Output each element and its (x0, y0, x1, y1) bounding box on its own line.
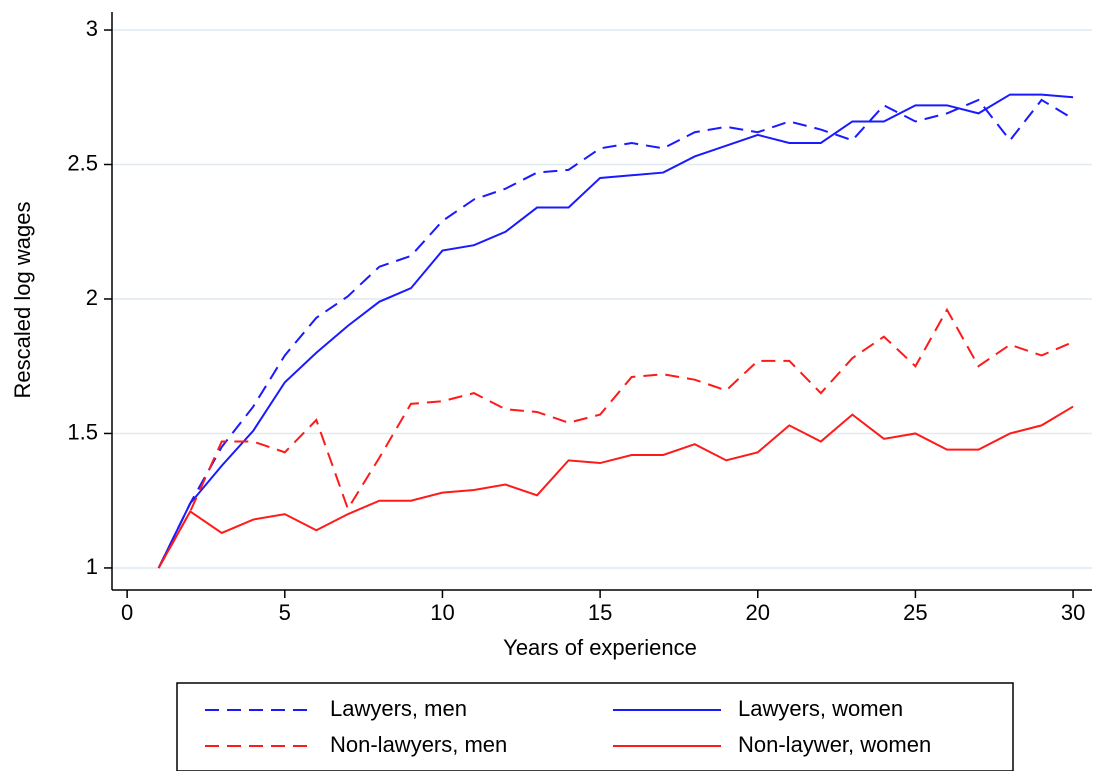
x-tick-label: 5 (279, 600, 291, 625)
x-axis-label: Years of experience (503, 635, 697, 660)
y-tick-label: 3 (86, 16, 98, 41)
y-tick-label: 1 (86, 554, 98, 579)
x-tick-label: 0 (121, 600, 133, 625)
legend-label: Lawyers, men (330, 696, 467, 721)
x-tick-label: 25 (903, 600, 927, 625)
legend-label: Non-lawyers, men (330, 732, 507, 757)
y-tick-label: 1.5 (67, 419, 98, 444)
legend-box (176, 682, 1014, 771)
series-line (157, 405, 1074, 569)
x-tick-label: 15 (588, 600, 612, 625)
legend-label: Lawyers, women (738, 696, 903, 721)
series-line (157, 307, 1074, 569)
series-line (157, 98, 1074, 569)
legend-label: Non-laywer, women (738, 732, 931, 757)
series-line (157, 93, 1074, 569)
x-tick-label: 30 (1061, 600, 1085, 625)
y-tick-label: 2.5 (67, 150, 98, 175)
x-tick-label: 20 (746, 600, 770, 625)
x-tick-label: 10 (430, 600, 454, 625)
y-tick-label: 2 (86, 285, 98, 310)
y-axis-label: Rescaled log wages (10, 202, 35, 399)
